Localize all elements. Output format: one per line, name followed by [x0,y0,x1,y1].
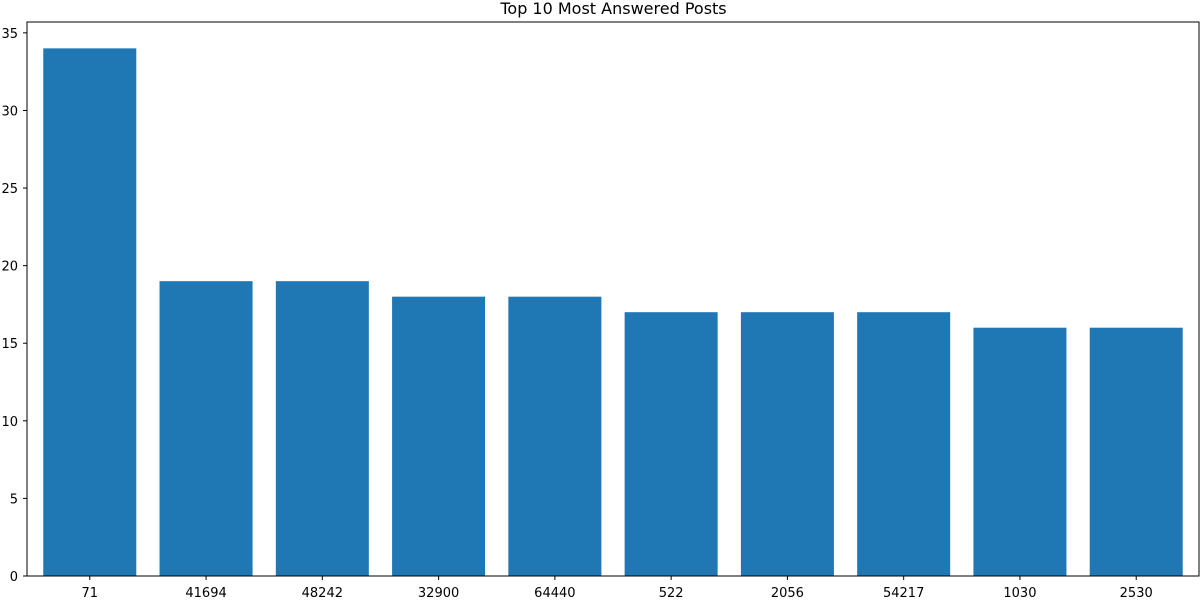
chart-title: Top 10 Most Answered Posts [499,0,726,18]
x-tick-label: 48242 [302,586,343,600]
y-tick-label: 30 [1,104,18,119]
y-tick-label: 0 [10,570,18,585]
y-tick-label: 25 [1,182,18,197]
x-tick-label: 1030 [1003,586,1036,600]
bar-54217 [857,312,951,576]
y-tick-label: 35 [1,27,18,42]
x-tick-label: 64440 [534,586,575,600]
bar-48242 [275,281,369,576]
bar-522 [624,312,718,576]
x-tick-label: 54217 [883,586,924,600]
bar-41694 [159,281,253,576]
axes-layer: 71 41694 48242 32900 64440 522 2056 54217 1030 25… [1,21,1200,601]
bar-2530 [1089,327,1183,576]
plot-frame [26,21,1200,577]
bars-layer [43,48,1183,576]
bar-64440 [508,296,602,576]
bar-32900 [392,296,486,576]
bar-2056 [740,312,834,576]
y-tick-label: 15 [1,337,18,352]
x-tick-label: 522 [659,586,684,600]
y-tick-label: 5 [10,492,18,507]
x-tick-label: 32900 [418,586,459,600]
bar-71 [43,48,137,576]
x-tick-label: 2056 [771,586,804,600]
x-tick-label: 2530 [1120,586,1153,600]
x-tick-label: 41694 [185,586,226,600]
y-tick-label: 10 [1,415,18,430]
x-tick-label: 71 [82,586,99,600]
y-tick-label: 20 [1,260,18,275]
bar-1030 [973,327,1067,576]
